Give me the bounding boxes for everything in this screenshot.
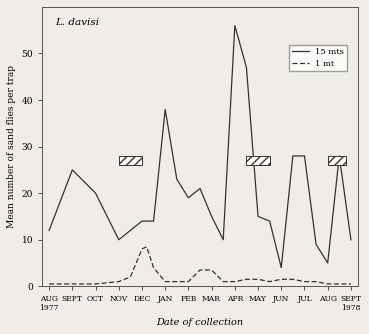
Text: L. davisi: L. davisi [55, 18, 99, 27]
1 mt [232, 280, 237, 284]
Bar [328, 156, 346, 165]
15 mts [325, 261, 330, 265]
1 mt [291, 277, 295, 281]
15 mts [198, 186, 202, 190]
15 mts [221, 238, 225, 242]
1 mt [268, 280, 272, 284]
15 mts [117, 238, 121, 242]
15 mts [93, 191, 98, 195]
1 mt [70, 282, 75, 286]
15 mts [47, 228, 51, 232]
Bar [246, 156, 270, 165]
1 mt [163, 280, 168, 284]
Line: 1 mt: 1 mt [49, 247, 351, 284]
X-axis label: Date of collection: Date of collection [156, 318, 244, 327]
1 mt [198, 268, 202, 272]
15 mts [244, 65, 249, 69]
15 mts [337, 154, 341, 158]
15 mts [268, 219, 272, 223]
1 mt [279, 277, 283, 281]
15 mts [209, 214, 214, 218]
1 mt [349, 282, 353, 286]
Line: 15 mts: 15 mts [49, 26, 351, 268]
1 mt [47, 282, 51, 286]
15 mts [349, 238, 353, 242]
15 mts [186, 196, 191, 200]
15 mts [302, 154, 307, 158]
15 mts [163, 107, 168, 111]
15 mts [256, 214, 260, 218]
1 mt [175, 280, 179, 284]
1 mt [337, 282, 341, 286]
1 mt [325, 282, 330, 286]
1 mt [256, 277, 260, 281]
Y-axis label: Mean number of sand flies per trap: Mean number of sand flies per trap [7, 65, 16, 228]
1 mt [128, 275, 132, 279]
1 mt [151, 266, 156, 270]
1 mt [302, 280, 307, 284]
1 mt [221, 280, 225, 284]
1 mt [117, 280, 121, 284]
1 mt [209, 268, 214, 272]
15 mts [232, 24, 237, 28]
1 mt [186, 280, 191, 284]
1 mt [244, 277, 249, 281]
15 mts [140, 219, 144, 223]
15 mts [279, 266, 283, 270]
15 mts [314, 242, 318, 246]
15 mts [151, 219, 156, 223]
15 mts [291, 154, 295, 158]
15 mts [70, 168, 75, 172]
1 mt [144, 245, 149, 249]
Legend: 15 mts, 1 mt: 15 mts, 1 mt [289, 45, 347, 71]
1 mt [314, 280, 318, 284]
Bar [119, 156, 142, 165]
15 mts [175, 177, 179, 181]
1 mt [140, 247, 144, 251]
1 mt [93, 282, 98, 286]
